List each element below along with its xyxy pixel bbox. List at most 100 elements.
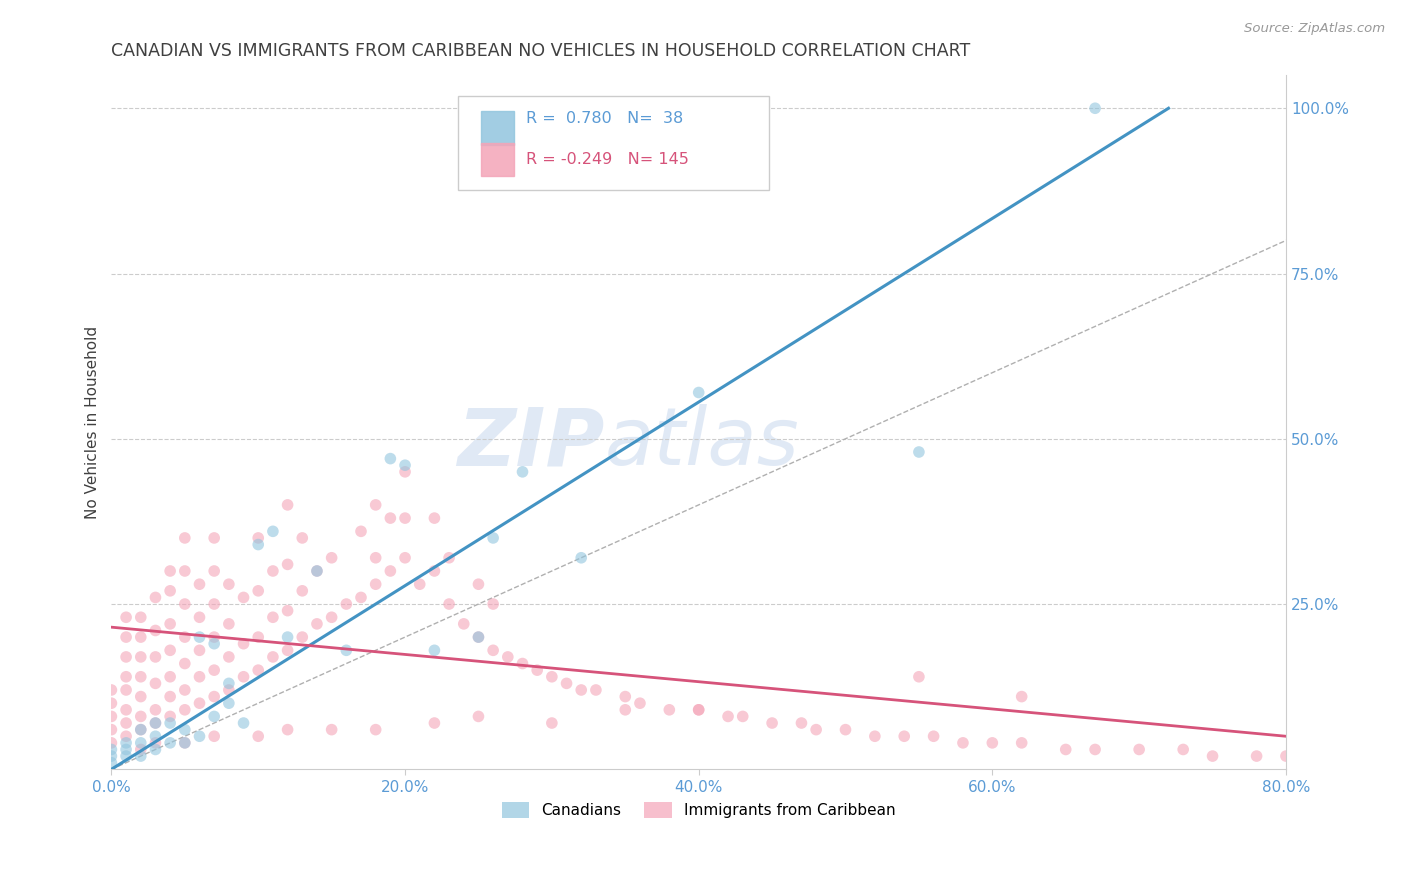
Point — [437, 550, 460, 565]
Point — [188, 630, 211, 644]
Point — [585, 683, 607, 698]
Point — [173, 736, 195, 750]
Point — [291, 630, 314, 644]
Point — [145, 591, 167, 605]
Point — [145, 624, 167, 638]
Point — [159, 670, 181, 684]
Point — [1011, 736, 1033, 750]
Point — [1054, 742, 1077, 756]
Text: Source: ZipAtlas.com: Source: ZipAtlas.com — [1244, 22, 1385, 36]
Point — [1128, 742, 1150, 756]
Point — [364, 723, 387, 737]
Point — [202, 709, 225, 723]
Point — [115, 610, 138, 624]
Point — [1246, 749, 1268, 764]
Point — [218, 676, 240, 690]
Point — [129, 630, 152, 644]
Point — [350, 524, 373, 539]
Point — [202, 597, 225, 611]
Point — [262, 649, 284, 664]
Point — [1275, 749, 1298, 764]
Point — [380, 511, 402, 525]
Point — [145, 649, 167, 664]
Point — [129, 610, 152, 624]
Point — [173, 683, 195, 698]
Point — [202, 690, 225, 704]
Point — [129, 649, 152, 664]
FancyBboxPatch shape — [481, 143, 515, 176]
Point — [173, 736, 195, 750]
Point — [335, 643, 357, 657]
Point — [115, 670, 138, 684]
Point — [100, 736, 122, 750]
Point — [188, 643, 211, 657]
Point — [188, 670, 211, 684]
Point — [364, 577, 387, 591]
Point — [380, 564, 402, 578]
Point — [129, 690, 152, 704]
Point — [1173, 742, 1195, 756]
Point — [247, 663, 270, 677]
Point — [277, 630, 299, 644]
Point — [145, 742, 167, 756]
Point — [423, 716, 446, 731]
Point — [453, 616, 475, 631]
Point — [247, 729, 270, 743]
Point — [145, 729, 167, 743]
Point — [321, 550, 343, 565]
Point — [688, 703, 710, 717]
Text: CANADIAN VS IMMIGRANTS FROM CARIBBEAN NO VEHICLES IN HOUSEHOLD CORRELATION CHART: CANADIAN VS IMMIGRANTS FROM CARIBBEAN NO… — [111, 42, 970, 60]
Point — [1084, 742, 1107, 756]
Point — [115, 703, 138, 717]
Point — [262, 610, 284, 624]
Y-axis label: No Vehicles in Household: No Vehicles in Household — [86, 326, 100, 519]
Point — [482, 597, 505, 611]
Point — [569, 683, 592, 698]
Point — [277, 643, 299, 657]
Point — [202, 564, 225, 578]
Point — [129, 749, 152, 764]
Point — [305, 616, 328, 631]
Point — [129, 723, 152, 737]
Point — [202, 663, 225, 677]
Point — [364, 498, 387, 512]
Point — [188, 610, 211, 624]
Point — [115, 736, 138, 750]
Point — [159, 716, 181, 731]
Text: R = -0.249   N= 145: R = -0.249 N= 145 — [526, 153, 689, 168]
Point — [100, 756, 122, 770]
Point — [335, 597, 357, 611]
Point — [159, 616, 181, 631]
Point — [159, 564, 181, 578]
Point — [467, 630, 489, 644]
Point — [834, 723, 856, 737]
Point — [159, 643, 181, 657]
Point — [394, 465, 416, 479]
Point — [115, 649, 138, 664]
Point — [202, 531, 225, 545]
Point — [893, 729, 915, 743]
Point — [159, 709, 181, 723]
Point — [100, 742, 122, 756]
Point — [482, 643, 505, 657]
Point — [115, 683, 138, 698]
Point — [394, 458, 416, 473]
Point — [423, 564, 446, 578]
Point — [188, 577, 211, 591]
Point — [218, 577, 240, 591]
Point — [863, 729, 886, 743]
Point — [173, 531, 195, 545]
Point — [202, 630, 225, 644]
Point — [232, 637, 254, 651]
Text: R =  0.780   N=  38: R = 0.780 N= 38 — [526, 111, 683, 126]
Point — [409, 577, 432, 591]
Point — [467, 630, 489, 644]
Point — [145, 716, 167, 731]
Point — [100, 709, 122, 723]
Point — [115, 630, 138, 644]
Point — [658, 703, 681, 717]
Point — [305, 564, 328, 578]
Point — [394, 511, 416, 525]
Point — [321, 610, 343, 624]
Point — [232, 716, 254, 731]
